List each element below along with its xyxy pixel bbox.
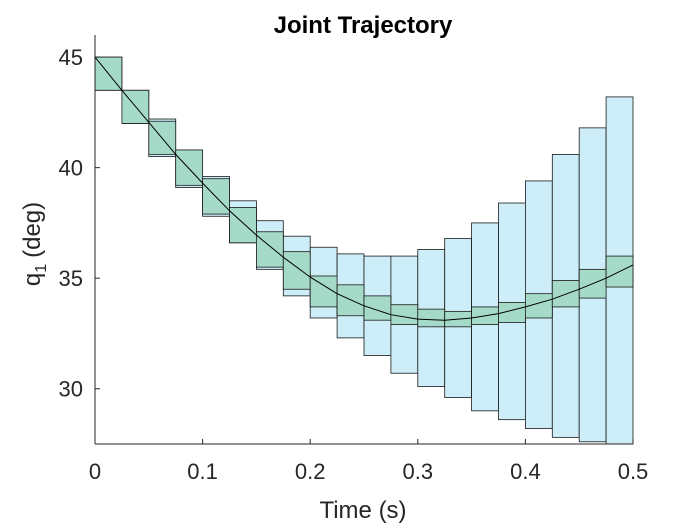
- inner-interval-box: [175, 149, 203, 186]
- x-tick-label: 0.1: [187, 459, 218, 484]
- y-axis-label-subscript: 1: [33, 264, 50, 273]
- x-tick-label: 0.5: [618, 459, 649, 484]
- chart-title: Joint Trajectory: [274, 12, 453, 39]
- y-tick-label: 45: [59, 45, 83, 70]
- y-tick-label: 35: [59, 266, 83, 291]
- inner-interval-box: [363, 295, 392, 321]
- x-tick-label: 0: [89, 459, 101, 484]
- y-axis-label-main: q: [19, 273, 46, 286]
- inner-interval-box: [255, 231, 284, 268]
- inner-interval-box: [390, 304, 419, 326]
- y-tick-label: 30: [59, 377, 83, 402]
- x-axis-label: Time (s): [319, 497, 406, 524]
- trajectory-line-group: [94, 56, 634, 321]
- x-tick-label: 0.2: [295, 459, 326, 484]
- y-axis-label-unit: (deg): [19, 202, 46, 258]
- x-tick-label: 0.4: [510, 459, 541, 484]
- y-ticks: 30 35 40 45: [59, 45, 100, 402]
- inner-interval-box: [551, 279, 580, 308]
- inner-interval-box: [417, 308, 446, 328]
- trajectory-line: [94, 56, 634, 321]
- x-tick-label: 0.3: [403, 459, 434, 484]
- inner-interval-box: [229, 207, 257, 244]
- x-ticks: 0 0.1 0.2 0.3 0.4 0.5: [89, 439, 648, 484]
- interval-boxes: [94, 56, 634, 445]
- axes: [94, 35, 633, 445]
- y-tick-label: 40: [59, 156, 83, 181]
- y-axis-label: q1 (deg): [19, 202, 50, 286]
- inner-interval-box: [282, 251, 311, 290]
